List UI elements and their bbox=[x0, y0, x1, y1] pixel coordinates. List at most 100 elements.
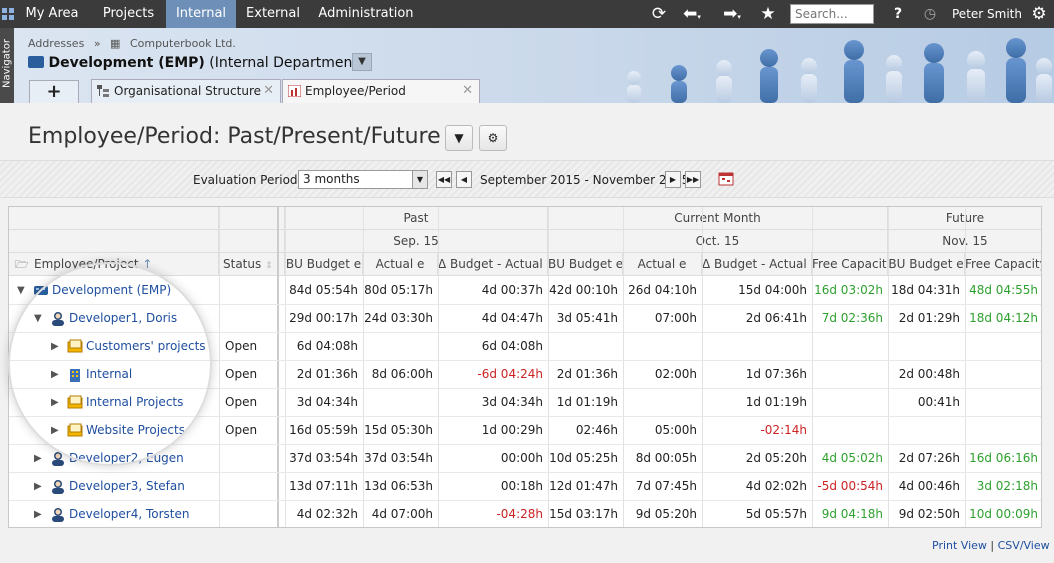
refresh-icon[interactable]: ⟳ bbox=[651, 4, 667, 24]
column-header-past-bu-budget[interactable]: BU Budget e bbox=[285, 253, 363, 276]
row-name-link[interactable]: Customers' projects bbox=[86, 339, 206, 353]
next-period-button[interactable]: ▶ bbox=[665, 171, 681, 188]
column-header-cur-delta[interactable]: Δ Budget - Actual e bbox=[702, 253, 812, 276]
favorites-star-icon[interactable]: ★ bbox=[760, 4, 776, 24]
collapsed-triangle-icon[interactable]: ▶ bbox=[34, 453, 42, 464]
table-row[interactable]: ▶ Developer4, Torsten 4d 02:32h 4d 07:00h -0… bbox=[9, 501, 1041, 527]
column-header-cur-free-capacity[interactable]: Free Capacity bbox=[812, 253, 888, 276]
table-row[interactable]: ▶ Internal Open 2d 01:36h 8d 06:00h -6d 04:24… bbox=[9, 361, 1041, 389]
view-settings-gear-icon[interactable]: ⚙ bbox=[479, 125, 507, 151]
row-name-link[interactable]: Internal bbox=[86, 367, 133, 381]
table-cell bbox=[888, 419, 965, 442]
table-row[interactable]: ▼ Developer1, Doris 29d 00:17h 24d 03:30h 4d… bbox=[9, 305, 1041, 333]
table-cell: 48d 04:55h bbox=[969, 283, 1038, 297]
column-header-cur-bu-budget[interactable]: BU Budget e bbox=[548, 253, 623, 276]
first-period-button[interactable]: ◀◀ bbox=[436, 171, 452, 188]
row-name-link[interactable]: Development (EMP) bbox=[52, 283, 172, 297]
table-row[interactable]: ▶ Website Projects Open 16d 05:59h 15d 05:30… bbox=[9, 417, 1041, 445]
breadcrumb: Addresses » ▦ Computerbook Ltd. bbox=[28, 37, 242, 50]
close-tab-icon[interactable]: ✕ bbox=[263, 83, 274, 98]
collapsed-triangle-icon[interactable]: ▶ bbox=[34, 509, 42, 520]
search-input[interactable] bbox=[790, 4, 874, 24]
breadcrumb-company[interactable]: Computerbook Ltd. bbox=[129, 37, 236, 50]
close-tab-icon[interactable]: ✕ bbox=[462, 83, 473, 98]
timer-icon[interactable]: ◷ bbox=[923, 6, 937, 22]
collapsed-triangle-icon[interactable]: ▶ bbox=[34, 481, 42, 492]
nav-tab-my-area[interactable]: My Area bbox=[25, 6, 79, 21]
row-name-link[interactable]: Developer4, Torsten bbox=[69, 507, 190, 521]
entity-dropdown-button[interactable]: ▼ bbox=[352, 53, 372, 71]
table-cell: 84d 05:54h bbox=[289, 283, 358, 297]
nav-tab-projects[interactable]: Projects bbox=[102, 6, 155, 21]
view-options-dropdown[interactable]: ▼ bbox=[445, 125, 473, 151]
add-tab-button[interactable]: + bbox=[29, 80, 79, 103]
breadcrumb-addresses[interactable]: Addresses bbox=[28, 37, 85, 50]
row-name-link[interactable]: Website Projects bbox=[86, 423, 185, 437]
row-status: Open bbox=[225, 395, 258, 409]
department-icon bbox=[33, 283, 49, 299]
table-cell: 3d 02:18h bbox=[976, 479, 1038, 493]
back-arrow-icon[interactable]: ⬅▾ bbox=[683, 4, 701, 24]
collapsed-triangle-icon[interactable]: ▶ bbox=[51, 369, 59, 380]
table-cell: 2d 00:48h bbox=[898, 367, 960, 381]
table-cell: 80d 05:17h bbox=[364, 283, 433, 297]
help-icon[interactable]: ? bbox=[893, 6, 903, 22]
table-row[interactable]: ▶ Internal Projects Open 3d 04:34h 3d 04:34h… bbox=[9, 389, 1041, 417]
print-view-link[interactable]: Print View bbox=[932, 539, 987, 552]
tab-label: Employee/Period bbox=[305, 84, 406, 98]
column-header-status[interactable]: Status ⇕ bbox=[219, 253, 285, 276]
calendar-icon[interactable] bbox=[718, 171, 735, 187]
navigator-panel-toggle[interactable]: Navigator bbox=[0, 28, 14, 103]
page-title: Employee/Period: Past/Present/Future bbox=[28, 124, 441, 149]
table-row[interactable]: ▶ Developer3, Stefan 13d 07:11h 13d 06:53h 0… bbox=[9, 473, 1041, 501]
tab-employee-period[interactable]: Employee/Period ✕ bbox=[282, 79, 480, 103]
tab-organisational-structure[interactable]: Organisational Structure ✕ bbox=[91, 79, 281, 103]
table-cell: 12d 01:47h bbox=[549, 479, 618, 493]
table-row[interactable]: ▼ Development (EMP) 84d 05:54h 80d 05:17h 4d… bbox=[9, 277, 1041, 305]
header-blank bbox=[219, 230, 285, 253]
table-cell: 8d 06:00h bbox=[371, 367, 433, 381]
column-header-future-bu-budget[interactable]: BU Budget e bbox=[888, 253, 965, 276]
nav-tab-administration[interactable]: Administration bbox=[318, 6, 414, 21]
forward-arrow-icon[interactable]: ➡▾ bbox=[723, 4, 741, 24]
collapsed-triangle-icon[interactable]: ▶ bbox=[51, 397, 59, 408]
table-row[interactable]: ▶ Customers' projects Open 6d 04:08h 6d 04:0… bbox=[9, 333, 1041, 361]
table-row[interactable]: ▶ Developer2, Eugen 37d 03:54h 37d 03:54h 00… bbox=[9, 445, 1041, 473]
project-folder-icon bbox=[67, 395, 83, 411]
column-header-future-free-capacity[interactable]: Free Capacity bbox=[965, 253, 1041, 276]
table-cell: 18d 04:12h bbox=[969, 311, 1038, 325]
expanded-triangle-icon[interactable]: ▼ bbox=[17, 285, 25, 296]
nav-tab-external[interactable]: External bbox=[246, 6, 300, 21]
row-divider bbox=[9, 444, 1041, 445]
row-name-link[interactable]: Internal Projects bbox=[86, 395, 184, 409]
collapsed-triangle-icon[interactable]: ▶ bbox=[51, 341, 59, 352]
nav-tab-internal[interactable]: Internal bbox=[166, 0, 236, 28]
column-header-past-actual[interactable]: Actual e bbox=[363, 253, 438, 276]
table-cell: 1d 01:19h bbox=[556, 395, 618, 409]
last-period-button[interactable]: ▶▶ bbox=[685, 171, 701, 188]
row-divider bbox=[9, 304, 1041, 305]
row-name-link[interactable]: Developer3, Stefan bbox=[69, 479, 185, 493]
user-name[interactable]: Peter Smith bbox=[952, 7, 1022, 21]
column-header-cur-actual[interactable]: Actual e bbox=[623, 253, 702, 276]
settings-gear-icon[interactable]: ⚙ bbox=[1031, 4, 1047, 24]
previous-period-button[interactable]: ◀ bbox=[456, 171, 472, 188]
csv-view-link[interactable]: CSV/View bbox=[997, 539, 1050, 552]
column-header-past-delta[interactable]: Δ Budget - Actual e bbox=[438, 253, 548, 276]
expanded-triangle-icon[interactable]: ▼ bbox=[34, 313, 42, 324]
column-divider bbox=[888, 207, 889, 527]
column-divider bbox=[812, 207, 813, 527]
employee-period-table: Past Current Month Future Sep. 15 Oct. 1… bbox=[8, 206, 1042, 528]
column-header-employee-project[interactable]: 🗁 Employee/Project ↑ bbox=[9, 253, 219, 276]
app-menu-icon[interactable] bbox=[0, 0, 15, 28]
table-cell: 2d 01:29h bbox=[898, 311, 960, 325]
table-cell bbox=[702, 335, 812, 358]
collapsed-triangle-icon[interactable]: ▶ bbox=[51, 425, 59, 436]
row-name-link[interactable]: Developer2, Eugen bbox=[69, 451, 184, 465]
row-divider bbox=[9, 472, 1041, 473]
table-cell: 4d 02:32h bbox=[296, 507, 358, 521]
chart-icon bbox=[288, 85, 301, 97]
row-name-link[interactable]: Developer1, Doris bbox=[69, 311, 178, 325]
evaluation-period-select[interactable]: 3 months ▼ bbox=[298, 170, 428, 189]
table-cell: 9d 02:50h bbox=[898, 507, 960, 521]
